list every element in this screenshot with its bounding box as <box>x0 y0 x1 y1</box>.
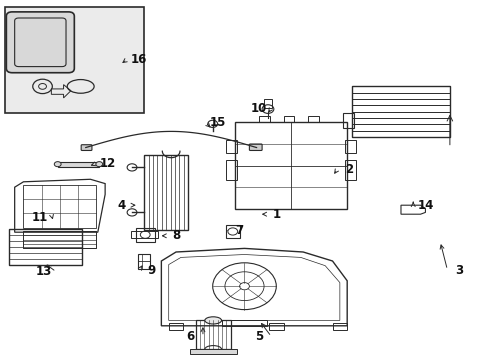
Circle shape <box>54 162 61 167</box>
Bar <box>131 231 158 238</box>
Bar <box>168 323 183 330</box>
Bar <box>268 323 283 330</box>
Bar <box>225 160 236 180</box>
Bar <box>307 116 318 122</box>
Circle shape <box>96 162 102 167</box>
Bar <box>23 185 96 228</box>
Bar <box>259 116 269 122</box>
Bar <box>351 86 449 137</box>
Bar <box>9 229 82 265</box>
Bar <box>343 113 353 128</box>
Text: 8: 8 <box>172 229 180 242</box>
FancyBboxPatch shape <box>249 144 262 150</box>
Bar <box>189 349 236 354</box>
Bar <box>264 99 271 108</box>
Bar <box>225 140 236 153</box>
Text: 12: 12 <box>99 157 116 170</box>
Ellipse shape <box>204 317 221 324</box>
Text: 14: 14 <box>416 199 433 212</box>
Bar <box>234 122 346 209</box>
Text: 9: 9 <box>147 264 155 276</box>
Bar <box>345 140 355 153</box>
Text: 13: 13 <box>36 265 52 278</box>
Bar <box>225 225 239 238</box>
Text: 15: 15 <box>209 116 225 129</box>
Bar <box>136 228 154 242</box>
Text: 4: 4 <box>117 199 125 212</box>
Text: 1: 1 <box>272 208 280 221</box>
Bar <box>222 320 266 326</box>
Bar <box>345 160 355 180</box>
Text: 16: 16 <box>131 53 147 66</box>
FancyBboxPatch shape <box>6 12 74 73</box>
Bar <box>195 320 230 349</box>
Bar <box>138 254 149 269</box>
Text: 11: 11 <box>32 211 48 224</box>
Bar <box>5 7 144 113</box>
Bar <box>144 155 188 230</box>
Bar <box>332 323 346 330</box>
Text: 7: 7 <box>235 224 243 237</box>
Bar <box>283 116 294 122</box>
Text: 3: 3 <box>455 264 463 276</box>
Text: 2: 2 <box>345 163 353 176</box>
FancyBboxPatch shape <box>81 145 92 150</box>
Bar <box>58 162 99 167</box>
Bar <box>23 231 96 248</box>
Text: 5: 5 <box>255 330 263 343</box>
Text: 6: 6 <box>186 330 194 343</box>
Text: 10: 10 <box>250 102 267 114</box>
